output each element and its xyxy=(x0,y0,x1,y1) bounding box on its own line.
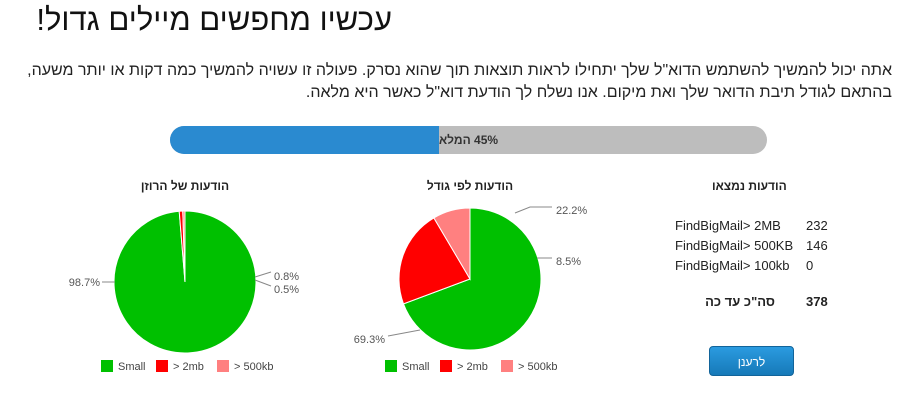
progress-label: 45% המלא xyxy=(438,133,499,147)
found-row: FindBigMail> 100kb 0 xyxy=(675,256,855,276)
found-row: FindBigMail> 2MB 232 xyxy=(675,216,855,236)
pie-data-label: 0.8% xyxy=(274,271,299,283)
found-total-row: סה"כ עד כה 378 xyxy=(675,292,855,312)
pie-slice xyxy=(402,207,542,351)
legend-label: > 2mb xyxy=(457,361,488,373)
found-row: FindBigMail> 500KB 146 xyxy=(675,236,855,256)
legend-label: > 500kb xyxy=(234,361,273,373)
found-messages-table: FindBigMail> 2MB 232 FindBigMail> 500KB … xyxy=(675,216,855,276)
found-row-value: 0 xyxy=(806,258,814,273)
progress-fill xyxy=(170,126,439,154)
page-title: עכשיו מחפשים מיילים גדול! xyxy=(36,2,392,37)
chart-title-size: הודעות לפי גודל xyxy=(426,179,514,193)
found-row-value: 146 xyxy=(806,238,828,253)
legend-label: > 500kb xyxy=(518,361,557,373)
found-messages-title: הודעות נמצאו xyxy=(712,179,787,193)
pie-label-line xyxy=(514,206,552,214)
pie-slice xyxy=(433,207,471,281)
refresh-button[interactable]: לרענן xyxy=(709,346,794,376)
found-row-name: FindBigMail> 2MB xyxy=(675,218,781,233)
legend-swatch xyxy=(501,360,513,372)
legend-label: Small xyxy=(402,361,430,373)
legend-swatch xyxy=(101,360,113,372)
legend-label: Small xyxy=(118,361,146,373)
pie-slice xyxy=(398,217,471,305)
pie-data-label: 22.2% xyxy=(556,205,587,217)
pie-data-label: 98.7% xyxy=(69,277,100,289)
pie-label-line xyxy=(387,329,421,337)
legend-swatch xyxy=(217,360,229,372)
total-label: סה"כ עד כה xyxy=(705,294,775,309)
legend-swatch xyxy=(385,360,397,372)
pie-slice xyxy=(182,210,186,283)
pie-data-label: 8.5% xyxy=(556,256,581,268)
pie-data-label: 69.3% xyxy=(354,334,385,346)
found-row-name: FindBigMail> 500KB xyxy=(675,238,794,253)
legend-swatch xyxy=(156,360,168,372)
pie-label-line xyxy=(254,271,272,278)
found-row-name: FindBigMail> 100kb xyxy=(675,258,790,273)
scan-progress-bar: 45% המלא xyxy=(170,126,767,154)
legend-label: > 2mb xyxy=(173,361,204,373)
total-value: 378 xyxy=(806,294,828,309)
chart-title-count: הודעות של הרוזן xyxy=(140,179,230,193)
pie-label-line xyxy=(254,279,272,287)
pie-data-label: 0.5% xyxy=(274,284,299,296)
legend-swatch xyxy=(440,360,452,372)
found-row-value: 232 xyxy=(806,218,828,233)
description-text: אתה יכול להמשיך להשתמש הדוא"ל שלך יתחילו… xyxy=(27,62,892,101)
